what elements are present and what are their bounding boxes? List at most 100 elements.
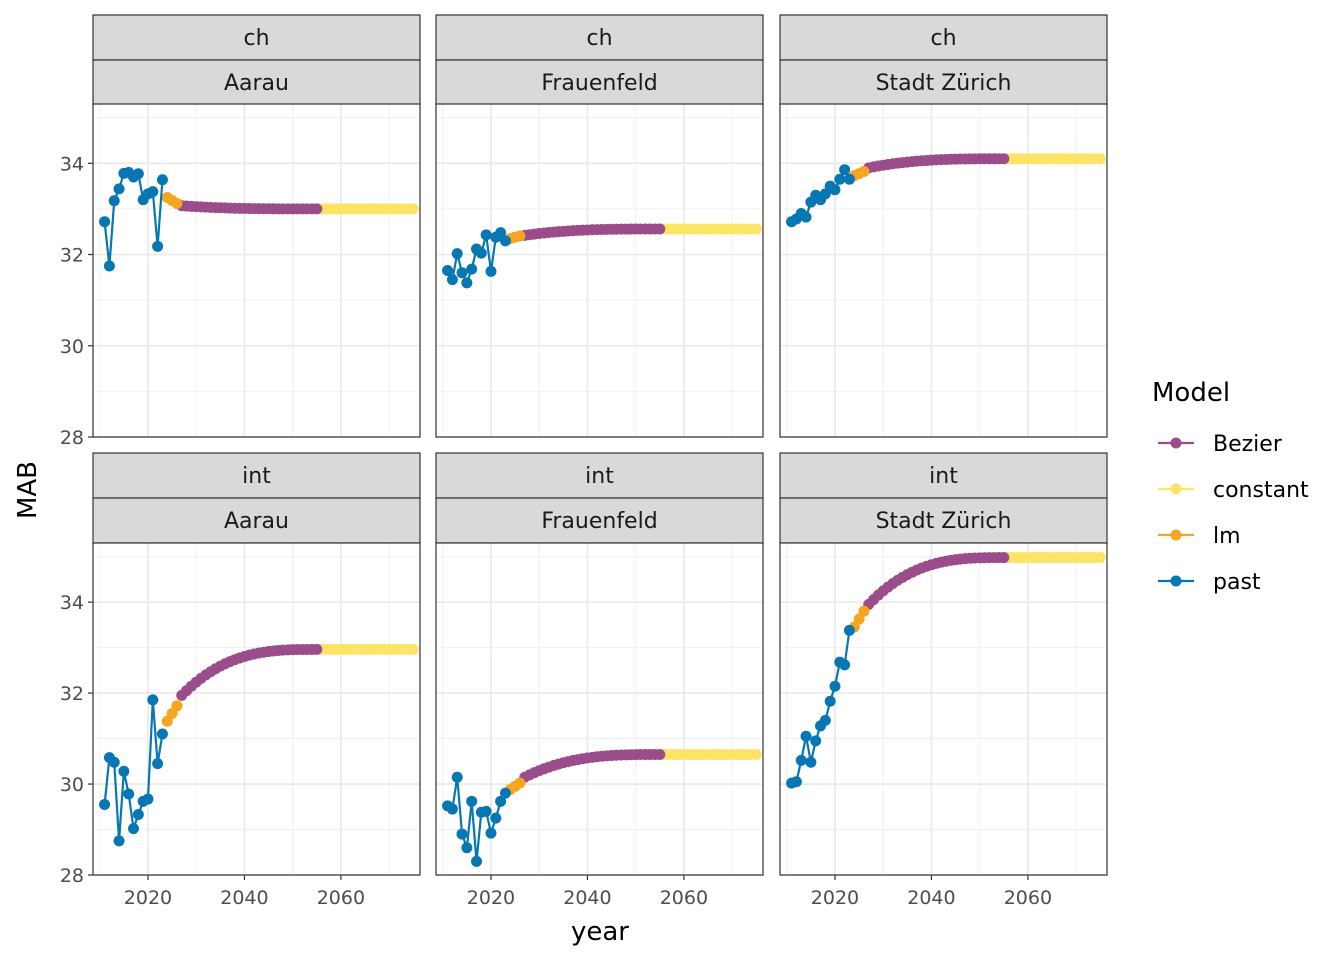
past-point: [108, 195, 120, 207]
y-tick-label: 34: [60, 592, 84, 614]
past-point: [99, 216, 111, 228]
past-point: [456, 267, 468, 279]
constant-point: [750, 748, 762, 760]
legend-entry-past: past: [1158, 570, 1261, 595]
y-tick-label: 30: [60, 774, 84, 796]
strip-bottom: [779, 497, 1108, 544]
strip-bottom: [435, 59, 764, 106]
lm-point: [858, 166, 870, 178]
data-marks: [442, 748, 762, 867]
strip-bottom: [779, 59, 1108, 106]
past-point: [790, 776, 802, 788]
past-point: [485, 827, 497, 839]
past-point: [829, 680, 841, 692]
past-point: [805, 756, 817, 768]
bezier-point: [311, 203, 323, 215]
past-point: [142, 793, 154, 805]
legend-key-point: [1170, 483, 1182, 495]
y-tick-label: 30: [60, 336, 84, 358]
data-marks: [99, 643, 419, 847]
past-point: [466, 263, 478, 275]
past-point: [461, 842, 473, 854]
legend-key-point: [1170, 575, 1182, 587]
past-point: [132, 809, 144, 821]
legend-key-point: [1170, 529, 1182, 541]
past-point: [118, 765, 130, 777]
past-point: [843, 173, 855, 185]
past-point: [451, 248, 463, 260]
constant-point: [407, 643, 419, 655]
constant-point: [1094, 552, 1106, 564]
x-tick-label: 2040: [220, 887, 268, 909]
past-point: [819, 714, 831, 726]
past-point: [839, 164, 851, 176]
panel-ch-stadt-zürich: ch Stadt Zürich: [779, 14, 1108, 438]
lm-point: [514, 777, 526, 789]
data-marks: [786, 552, 1106, 789]
strip-bottom: [92, 497, 421, 544]
legend-label: past: [1213, 570, 1261, 595]
past-point: [123, 788, 135, 800]
x-tick-label: 2060: [660, 887, 708, 909]
past-point: [442, 265, 454, 276]
past-point: [156, 728, 168, 740]
legend-entry-bezier: Bezier: [1158, 432, 1283, 457]
past-point: [843, 624, 855, 636]
strip-label-row: int: [929, 464, 958, 489]
x-axis-title: year: [571, 917, 629, 947]
lm-point: [853, 613, 865, 625]
past-point: [113, 835, 125, 847]
panel-ch-frauenfeld: ch Frauenfeld: [435, 14, 764, 438]
legend-entry-constant: constant: [1158, 478, 1309, 503]
strip-label-col: Aarau: [224, 71, 289, 96]
strip-bottom: [92, 59, 421, 106]
y-tick-label: 28: [60, 865, 84, 887]
y-tick-label: 32: [60, 683, 84, 705]
strip-label-col: Frauenfeld: [541, 71, 657, 96]
legend-key-point: [1170, 437, 1182, 449]
past-point: [834, 173, 846, 185]
bezier-point: [311, 643, 323, 655]
strip-top: [435, 452, 764, 499]
panel-ch-aarau: ch Aarau 28 30 32 34: [60, 14, 421, 449]
past-point: [485, 265, 497, 277]
lm-point: [171, 197, 183, 209]
strip-label-col: Stadt Zürich: [876, 71, 1012, 96]
past-point: [495, 795, 507, 807]
past-point: [446, 803, 458, 815]
strip-label-row: ch: [930, 26, 956, 51]
past-point: [800, 211, 812, 223]
x-tick-label: 2060: [317, 887, 365, 909]
x-tick-label: 2020: [124, 887, 172, 909]
past-point: [829, 184, 841, 196]
constant-point: [407, 203, 419, 215]
past-point: [810, 735, 822, 747]
past-point: [480, 805, 492, 817]
legend-label: constant: [1213, 478, 1309, 503]
x-tick-label: 2020: [811, 887, 859, 909]
strip-top: [92, 452, 421, 499]
past-point: [128, 823, 140, 835]
past-point: [499, 787, 511, 799]
x-tick-label: 2040: [563, 887, 611, 909]
legend-label: Bezier: [1213, 432, 1283, 457]
strip-top: [92, 14, 421, 61]
data-marks: [99, 166, 419, 272]
panel-border: [435, 542, 764, 876]
lm-point: [514, 230, 526, 242]
lm-point: [171, 700, 183, 712]
past-point: [456, 828, 468, 840]
past-point: [800, 730, 812, 742]
past-point: [495, 227, 507, 239]
past-point: [108, 756, 120, 768]
past-point: [132, 168, 144, 180]
past-point: [156, 174, 168, 186]
y-axis-title: MAB: [13, 461, 43, 519]
past-point: [475, 247, 487, 259]
strip-top: [435, 14, 764, 61]
x-tick-label: 2020: [467, 887, 515, 909]
past-point: [103, 260, 115, 272]
strip-top: [779, 452, 1108, 499]
past-point: [451, 771, 463, 783]
panel-border: [92, 542, 421, 876]
